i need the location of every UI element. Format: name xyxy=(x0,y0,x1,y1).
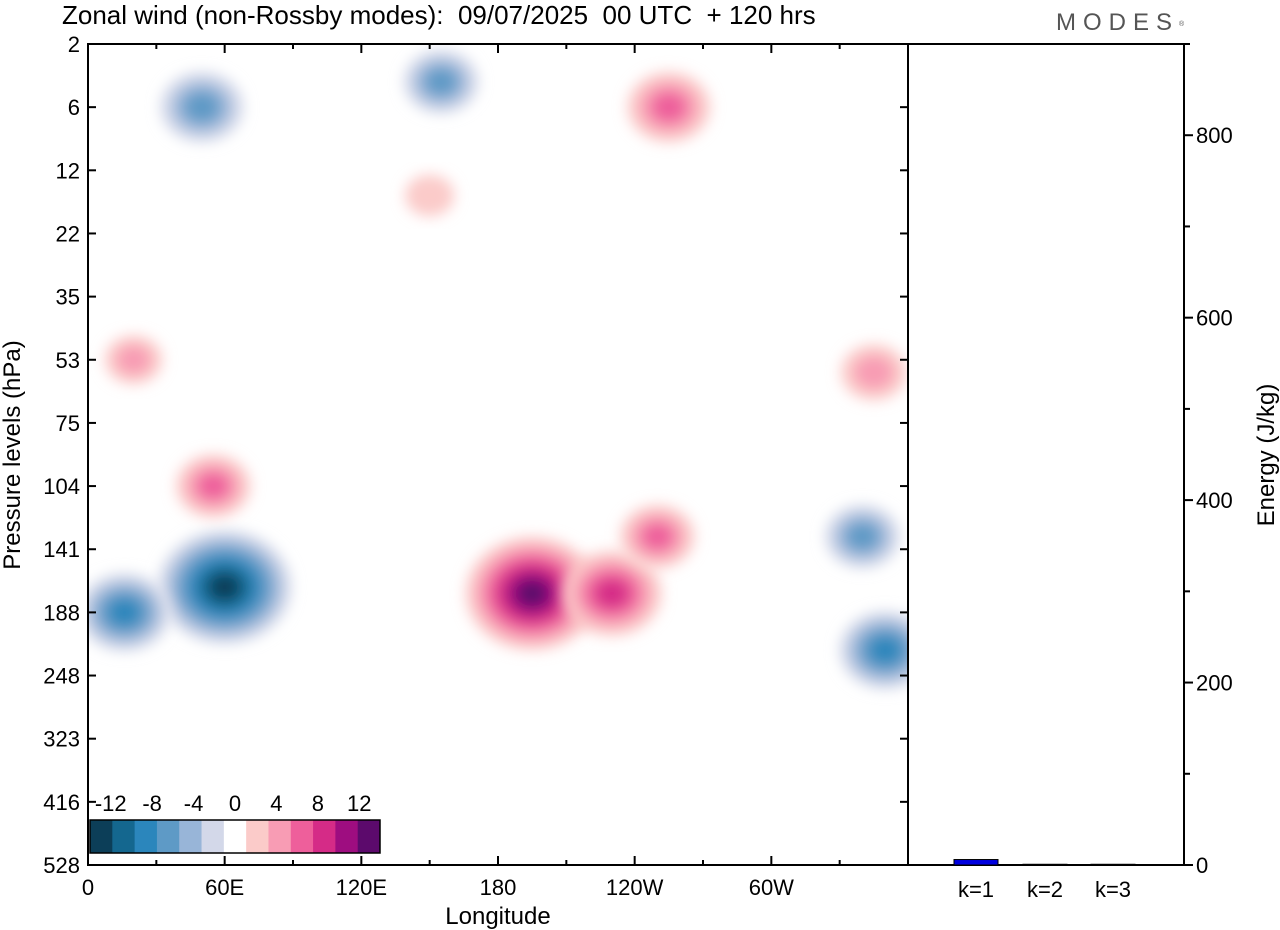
y-axis-title: Pressure levels (hPa) xyxy=(0,340,26,569)
wind-cell xyxy=(176,454,251,518)
wavenumber-label: k=2 xyxy=(1027,877,1063,902)
pressure-tick-label: 2 xyxy=(68,32,80,57)
colorbar-segment xyxy=(246,820,269,853)
energy-tick-label: 0 xyxy=(1196,853,1208,878)
pressure-tick-label: 188 xyxy=(43,600,80,625)
wind-contour-band xyxy=(405,174,455,217)
wind-contour-band xyxy=(854,355,894,390)
colorbar-segment xyxy=(357,820,381,853)
wind-cell xyxy=(405,174,455,217)
longitude-tick-label: 60W xyxy=(749,875,794,900)
wind-cell xyxy=(562,551,662,636)
longitude-tick-label: 0 xyxy=(82,875,94,900)
wind-contour-band xyxy=(109,599,140,626)
longitude-tick-label: 60E xyxy=(205,875,244,900)
energy-bars xyxy=(953,859,1136,866)
wind-cell xyxy=(160,71,244,143)
wind-contour-band xyxy=(516,580,548,607)
pressure-tick-label: 12 xyxy=(56,158,80,183)
wind-contour-band xyxy=(425,68,457,96)
pressure-tick-label: 104 xyxy=(43,474,80,499)
pressure-tick-label: 323 xyxy=(43,727,80,752)
wind-contour-band xyxy=(641,523,674,551)
wind-cell xyxy=(158,530,292,644)
pressure-tick-label: 248 xyxy=(43,664,80,689)
pressure-tick-label: 22 xyxy=(56,221,80,246)
wind-cell xyxy=(88,573,171,652)
colorbar-segment xyxy=(112,820,136,853)
colorbar-segment xyxy=(156,820,180,853)
wind-field xyxy=(88,50,908,690)
colorbar-label: 8 xyxy=(312,791,324,816)
colorbar: -12 -8 -4 0 4 8 12 xyxy=(89,791,381,854)
wind-contour-band xyxy=(184,92,220,123)
energy-tick-label: 400 xyxy=(1196,488,1233,513)
colorbar-segment xyxy=(268,820,292,853)
colorbar-label: 12 xyxy=(347,791,371,816)
pressure-tick-label: 141 xyxy=(43,537,80,562)
wind-contour-band xyxy=(651,92,687,123)
colorbar-segment xyxy=(313,820,336,853)
energy-tick-label: 200 xyxy=(1196,671,1233,696)
wind-contour-band xyxy=(870,637,901,664)
colorbar-label: -8 xyxy=(142,791,162,816)
wind-contour-band xyxy=(846,523,879,551)
wind-cell xyxy=(839,611,908,690)
colorbar-segment xyxy=(90,820,113,853)
colorbar-label: 4 xyxy=(270,791,282,816)
pressure-tick-label: 416 xyxy=(43,790,80,815)
wind-contour-band xyxy=(197,472,230,500)
longitude-axis: 0 60E 120E 180 120W 60W xyxy=(82,44,841,900)
heatmap-panel: -12 -8 -4 0 4 8 12 2 6 12 22 35 53 75 104 141 188 248 323… xyxy=(0,32,909,930)
energy-bar xyxy=(1090,863,1136,866)
energy-axis: 0 200 400 600 800 xyxy=(1184,43,1233,878)
colorbar-label: -4 xyxy=(184,791,204,816)
energy-panel: 0 200 400 600 800 k=1 k=2 k=3 Energy (J/kg) xyxy=(908,43,1280,902)
energy-tick-label: 600 xyxy=(1196,306,1233,331)
colorbar-label: 0 xyxy=(229,791,241,816)
wind-contour-band xyxy=(209,574,241,601)
colorbar-label: -12 xyxy=(95,791,127,816)
wind-contour-band xyxy=(116,345,151,375)
wind-cell xyxy=(465,536,599,651)
longitude-tick-label: 120E xyxy=(336,875,387,900)
heatmap-background xyxy=(88,44,908,865)
wind-cell xyxy=(620,504,695,569)
registered-mark-icon: ® xyxy=(1179,21,1185,28)
energy-bar xyxy=(953,859,999,866)
pressure-tick-label: 75 xyxy=(56,411,80,436)
wind-cell xyxy=(840,344,907,401)
wind-cell xyxy=(825,504,900,569)
wind-cell xyxy=(104,335,163,385)
wind-cell xyxy=(403,50,479,114)
longitude-tick-label: 180 xyxy=(480,875,517,900)
logo-text: MODES xyxy=(1056,9,1180,36)
longitude-tick-label: 120W xyxy=(606,875,664,900)
x-axis-title: Longitude xyxy=(445,903,550,930)
wavenumber-label: k=3 xyxy=(1095,877,1131,902)
wind-contour-band xyxy=(595,579,629,608)
pressure-tick-label: 528 xyxy=(43,853,80,878)
pressure-axis: 2 6 12 22 35 53 75 104 141 188 248 323 416 528 xyxy=(43,32,908,878)
colorbar-segment xyxy=(223,820,247,853)
energy-axis-title: Energy (J/kg) xyxy=(1253,384,1280,527)
colorbar-segment xyxy=(335,820,359,853)
colorbar-segment xyxy=(134,820,158,853)
energy-bar xyxy=(1022,863,1068,866)
wind-cell xyxy=(627,71,711,143)
wavenumber-label: k=1 xyxy=(958,877,994,902)
colorbar-segment xyxy=(290,820,314,853)
chart-title: Zonal wind (non-Rossby modes): 09/07/202… xyxy=(62,0,816,30)
pressure-tick-label: 6 xyxy=(68,95,80,120)
colorbar-frame xyxy=(89,819,381,854)
colorbar-segment xyxy=(201,820,225,853)
colorbar-segment xyxy=(179,820,203,853)
pressure-tick-label: 35 xyxy=(56,285,80,310)
pressure-tick-label: 53 xyxy=(56,348,80,373)
wavenumber-axis: k=1 k=2 k=3 xyxy=(958,877,1131,902)
energy-tick-label: 800 xyxy=(1196,123,1233,148)
modes-logo: MODES® xyxy=(1056,9,1184,37)
